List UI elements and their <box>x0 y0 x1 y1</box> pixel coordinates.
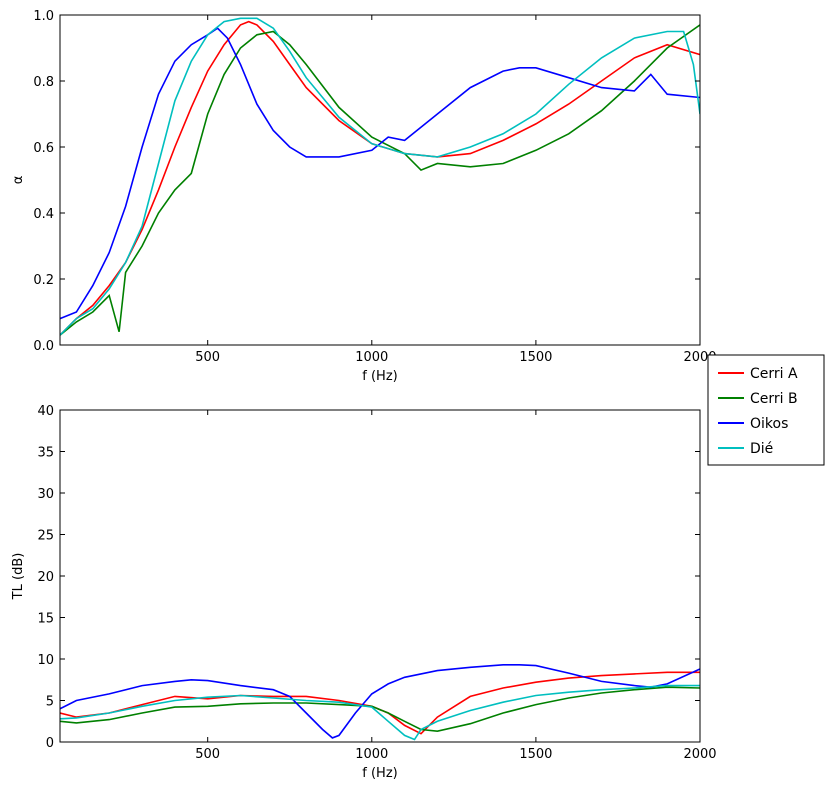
tl-xtick-label: 2000 <box>683 747 716 762</box>
tl-ytick-label: 0 <box>46 736 54 751</box>
legend-label: Cerri B <box>750 391 798 407</box>
alpha-ytick-label: 1.0 <box>33 9 54 24</box>
legend-label: Oikos <box>750 416 788 432</box>
alpha-xtick-label: 500 <box>195 350 220 365</box>
legend-label: Cerri A <box>750 366 798 382</box>
alpha-ytick-label: 0.6 <box>33 141 54 156</box>
alpha-xtick-label: 1000 <box>355 350 388 365</box>
tl-ylabel: TL (dB) <box>11 553 26 601</box>
tl-xlabel: f (Hz) <box>362 766 397 781</box>
alpha-axes-frame <box>59 14 701 346</box>
alpha-ytick-label: 0.4 <box>33 207 54 222</box>
tl-ytick-label: 10 <box>37 653 54 668</box>
alpha-ytick-label: 0.2 <box>33 273 54 288</box>
tl-xtick-label: 1500 <box>519 747 552 762</box>
tl-ytick-label: 35 <box>37 446 54 461</box>
legend-label: Dié <box>750 441 773 457</box>
alpha-series-oikos <box>60 27 700 320</box>
tl-ytick-label: 30 <box>37 487 54 502</box>
alpha-xlabel: f (Hz) <box>362 369 397 384</box>
alpha-series-cerri-b <box>60 24 700 336</box>
tl-ytick-label: 20 <box>37 570 54 585</box>
tl-series-cerri-b <box>60 686 700 733</box>
alpha-xtick-label: 1500 <box>519 350 552 365</box>
legend: Cerri A Cerri B Oikos Dié <box>707 354 825 466</box>
tl-ytick-label: 25 <box>37 529 54 544</box>
alpha-ylabel: α <box>11 176 26 185</box>
tl-series-oikos <box>60 664 700 739</box>
alpha-ytick-label: 0.8 <box>33 75 54 90</box>
tl-series-di- <box>60 684 700 741</box>
tl-xtick-label: 1000 <box>355 747 388 762</box>
tl-ytick-label: 5 <box>46 695 54 710</box>
tl-subplot: 500 1000 1500 2000 0 5 10 15 20 25 30 35 40 f (Hz) TL … <box>11 404 717 781</box>
alpha-series-cerri-a <box>60 20 700 336</box>
tl-ytick-label: 15 <box>37 612 54 627</box>
tl-ytick-label: 40 <box>37 404 54 419</box>
alpha-ytick-label: 0.0 <box>33 339 54 354</box>
tl-xtick-label: 500 <box>195 747 220 762</box>
alpha-series-di- <box>60 17 700 336</box>
